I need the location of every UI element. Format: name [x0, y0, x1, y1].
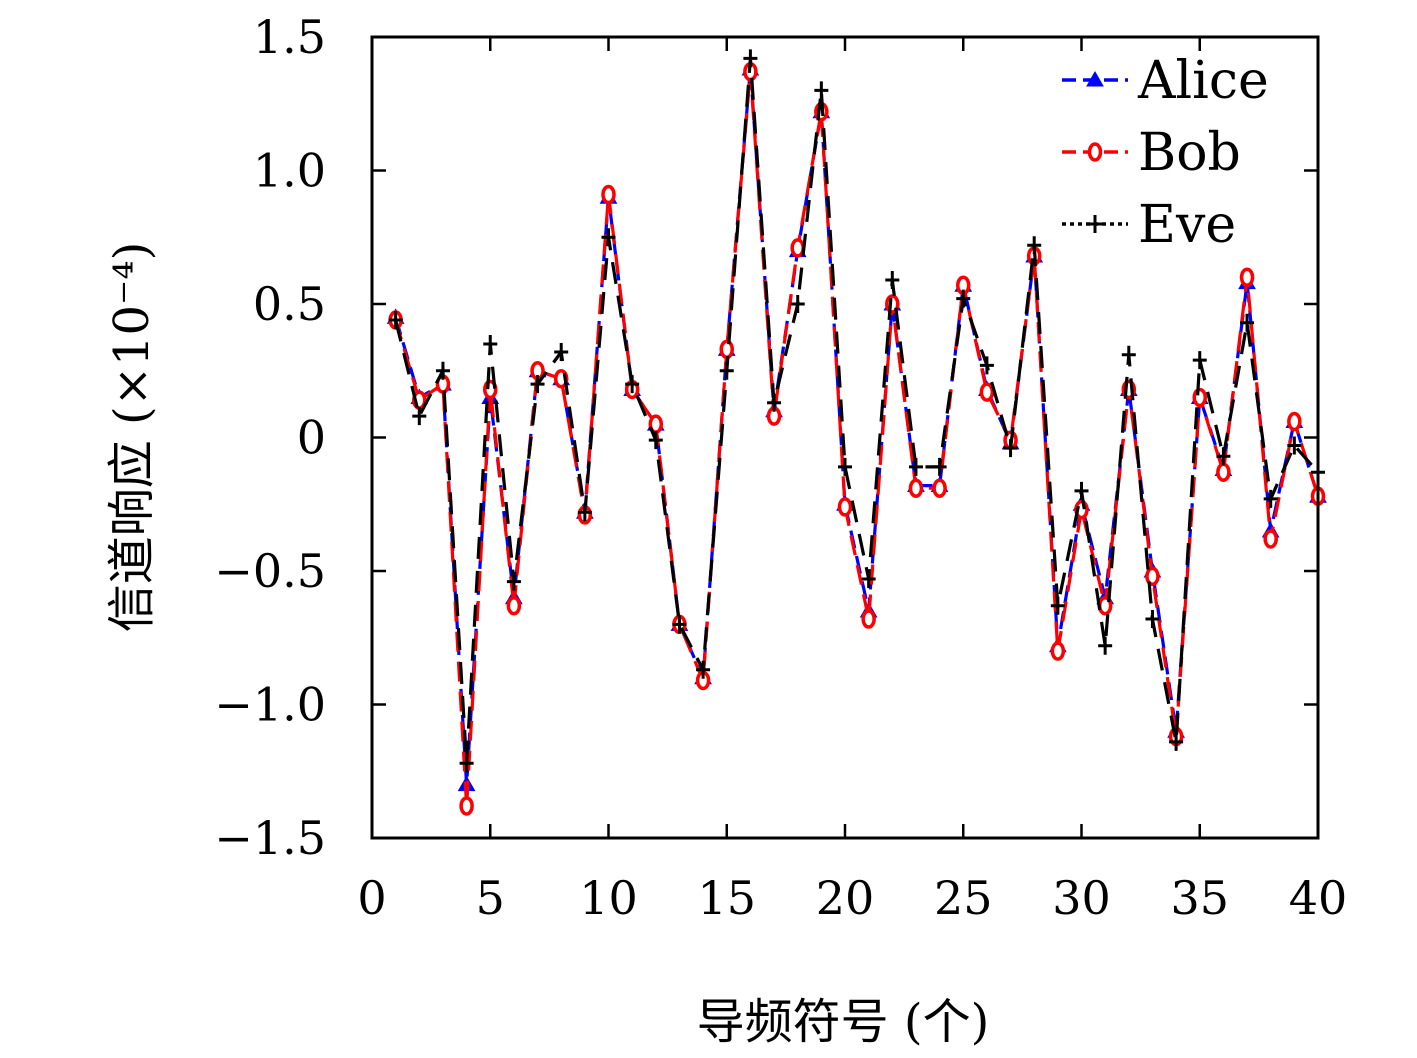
series-line-bob [394, 71, 1320, 807]
x-tick-label: 15 [697, 871, 756, 925]
x-axis-label: 导频符号 (个) [697, 994, 990, 1050]
y-tick-label: 0 [297, 411, 326, 465]
data-point-eve [979, 356, 994, 375]
data-point-eve [601, 228, 616, 247]
data-point-bob [719, 339, 734, 360]
data-point-bob [932, 478, 947, 498]
x-tick-label: 25 [934, 871, 993, 925]
data-point-bob [1050, 641, 1066, 661]
legend-item-alice: Alice [1062, 51, 1269, 111]
data-point-eve [956, 289, 971, 308]
legend-marker [1087, 142, 1103, 162]
data-point-eve [1240, 313, 1255, 332]
data-point-eve [885, 270, 900, 289]
data-point-eve [412, 407, 427, 426]
data-point-eve [861, 570, 876, 589]
data-point-eve [908, 457, 923, 476]
y-tick-label: −1.5 [214, 811, 326, 865]
plot-area-frame [370, 35, 1320, 840]
data-point-eve [1169, 732, 1184, 751]
data-point-eve [483, 335, 498, 354]
data-point-eve [790, 295, 805, 313]
data-point-eve [814, 81, 829, 100]
data-point-eve [648, 431, 663, 450]
data-point-eve [1263, 489, 1278, 508]
x-axis-ticks: 0 5 10 15 20 25 30 35 40 [357, 37, 1347, 925]
data-point-eve [743, 49, 758, 68]
data-point-eve [932, 457, 947, 476]
data-point-bob [837, 497, 853, 517]
data-point-eve [696, 660, 711, 679]
x-tick-label: 40 [1289, 871, 1348, 925]
data-point-bob [459, 796, 474, 816]
y-tick-label: 1.0 [253, 144, 326, 198]
data-point-bob [861, 609, 876, 629]
data-point-bob [979, 382, 995, 402]
data-point-eve [1192, 351, 1207, 370]
data-point-eve [1074, 481, 1089, 500]
x-tick-label: 35 [1170, 871, 1229, 925]
legend-item-eve: Eve [1062, 195, 1236, 255]
y-tick-label: −0.5 [214, 544, 326, 598]
legend-label: Eve [1138, 195, 1236, 255]
data-point-eve [1003, 439, 1018, 458]
y-tick-label: −1.0 [214, 678, 326, 732]
data-point-bob [908, 478, 924, 498]
data-point-bob [1192, 387, 1207, 408]
data-point-bob [1287, 411, 1302, 432]
data-point-eve [672, 615, 687, 634]
data-point-eve [506, 572, 521, 591]
legend-label: Bob [1138, 123, 1241, 183]
data-point-eve [1027, 236, 1042, 255]
data-point-bob [1145, 566, 1160, 587]
data-point-eve [625, 375, 640, 394]
data-point-eve [1287, 436, 1302, 455]
legend-marker [1088, 215, 1102, 233]
data-point-bob [1263, 529, 1278, 549]
legend: Alice Bob Eve [1062, 51, 1269, 255]
data-point-eve [1098, 636, 1113, 655]
data-point-eve [838, 457, 852, 476]
data-point-bob [1239, 267, 1255, 288]
data-point-eve [554, 343, 569, 362]
x-tick-label: 10 [579, 871, 638, 925]
data-point-eve [1216, 447, 1231, 466]
data-point-eve [388, 311, 403, 330]
x-tick-label: 30 [1052, 871, 1111, 925]
legend-item-bob: Bob [1062, 123, 1241, 183]
data-point-bob [790, 238, 805, 258]
data-point-eve [459, 754, 474, 773]
data-point-eve [435, 361, 450, 380]
y-tick-label: 1.5 [253, 10, 326, 64]
data-point-eve [719, 361, 734, 380]
data-point-eve [1121, 345, 1136, 364]
x-tick-label: 0 [357, 871, 386, 925]
x-tick-label: 20 [816, 871, 875, 925]
series-eve [388, 49, 1325, 773]
data-point-eve [1145, 610, 1160, 629]
data-point-bob [506, 595, 522, 616]
data-point-eve [530, 375, 545, 394]
x-tick-label: 5 [476, 871, 505, 925]
data-point-bob [1216, 462, 1231, 482]
legend-marker [1086, 70, 1104, 87]
series-layer [386, 49, 1327, 816]
data-point-bob [601, 184, 616, 205]
legend-label: Alice [1137, 51, 1269, 111]
data-point-eve [577, 503, 592, 522]
y-tick-label: 0.5 [253, 277, 326, 331]
data-point-eve [1050, 596, 1065, 615]
data-point-eve [767, 393, 782, 412]
y-axis-label: 信道响应 (×10⁻⁴) [104, 242, 160, 633]
y-axis-ticks: −1.5 −1.0 −0.5 0 0.5 1.0 1.5 [214, 10, 1318, 865]
